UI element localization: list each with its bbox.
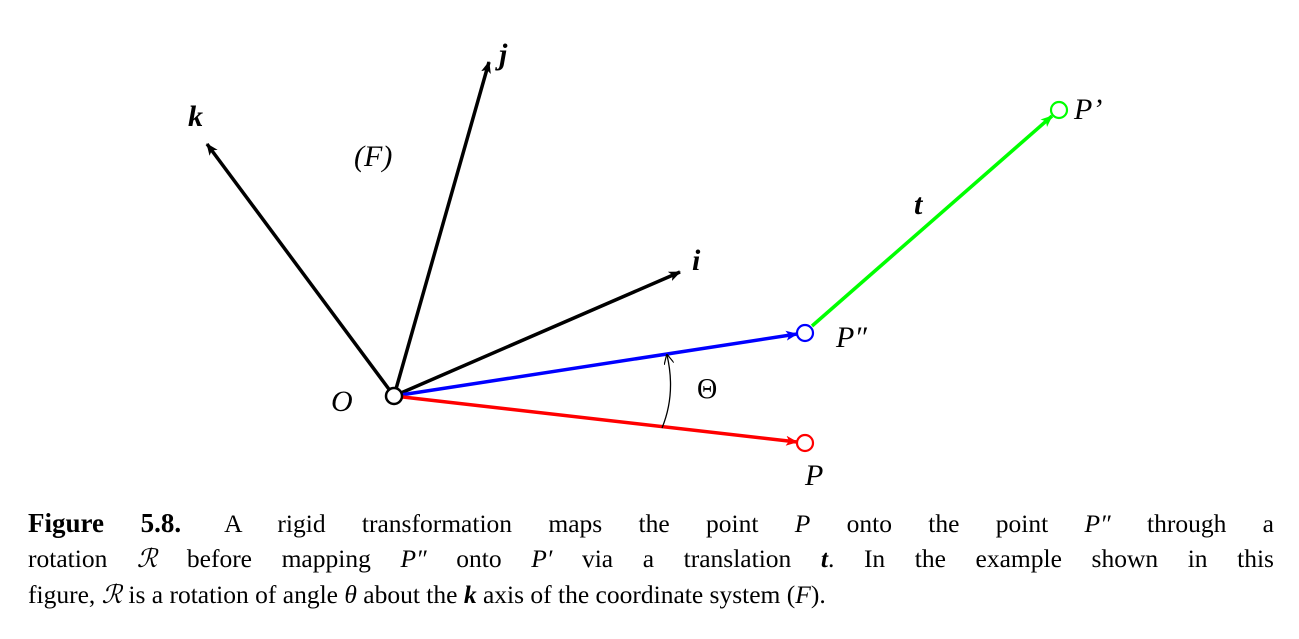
axis-j-label: j bbox=[495, 38, 508, 71]
axis-i-arrow bbox=[393, 270, 681, 398]
angle-theta-label: Θ bbox=[697, 374, 717, 405]
frame-label: (F) bbox=[354, 140, 392, 173]
figure-caption: Figure 5.8. A rigid transformation maps … bbox=[28, 506, 1274, 613]
point-p-double-prime-marker bbox=[795, 323, 815, 343]
caption-text: onto bbox=[426, 544, 532, 573]
axis-i-label: i bbox=[692, 244, 701, 277]
caption-theta-symbol: θ bbox=[344, 580, 357, 609]
rotation-angle-arc bbox=[661, 355, 671, 429]
caption-text: . In the example shown in this bbox=[827, 544, 1274, 573]
caption-translation-symbol: t bbox=[820, 544, 828, 573]
translation-label: t bbox=[914, 188, 924, 221]
point-p-prime-marker bbox=[1049, 100, 1069, 120]
caption-text: via a translation bbox=[552, 544, 821, 573]
caption-line-3: figure, ℛ is a rotation of angle θ about… bbox=[28, 577, 1274, 613]
original-vector-arrow bbox=[393, 394, 798, 446]
axis-k-arrow bbox=[205, 142, 396, 398]
rigid-transformation-diagram: k j i (F) O t P’ P″ P Θ bbox=[188, 38, 1102, 492]
origin-label: O bbox=[331, 385, 353, 418]
rotated-vector-arrow bbox=[393, 330, 798, 398]
axis-k-label: k bbox=[188, 100, 203, 133]
figure-number: Figure 5.8. bbox=[28, 508, 182, 538]
translation-vector-arrow bbox=[810, 114, 1054, 328]
caption-text: ). bbox=[810, 580, 826, 609]
caption-line-1: Figure 5.8. A rigid transformation maps … bbox=[28, 506, 1274, 541]
caption-text: rotation bbox=[28, 544, 137, 573]
caption-text: is a rotation of angle bbox=[122, 580, 345, 609]
point-p-marker bbox=[795, 433, 815, 453]
caption-text: A rigid transformation maps the point bbox=[224, 509, 795, 538]
caption-text: onto the point bbox=[810, 509, 1085, 538]
caption-text: axis of the coordinate system ( bbox=[476, 580, 796, 609]
point-p-double-prime-label: P″ bbox=[835, 321, 867, 354]
caption-point-p-prime: P′ bbox=[531, 544, 553, 573]
caption-point-p: P bbox=[794, 509, 811, 538]
caption-point-p-double-prime: P″ bbox=[1084, 509, 1111, 538]
caption-frame-symbol: F bbox=[795, 580, 811, 609]
caption-text: before mapping bbox=[157, 544, 401, 573]
caption-text: figure, bbox=[28, 580, 102, 609]
caption-point-p-double-prime: P″ bbox=[400, 544, 427, 573]
caption-rotation-symbol: ℛ bbox=[101, 580, 122, 610]
caption-text: about the bbox=[356, 580, 464, 609]
caption-line-2: rotation ℛ before mapping P″ onto P′ via… bbox=[28, 541, 1274, 577]
axis-j-arrow bbox=[392, 61, 491, 397]
caption-rotation-symbol: ℛ bbox=[136, 544, 158, 574]
origin-point bbox=[384, 386, 404, 406]
caption-k-symbol: k bbox=[463, 580, 477, 609]
point-p-prime-label: P’ bbox=[1073, 93, 1102, 126]
caption-text: through a bbox=[1110, 509, 1274, 538]
point-p-label: P bbox=[804, 459, 823, 492]
